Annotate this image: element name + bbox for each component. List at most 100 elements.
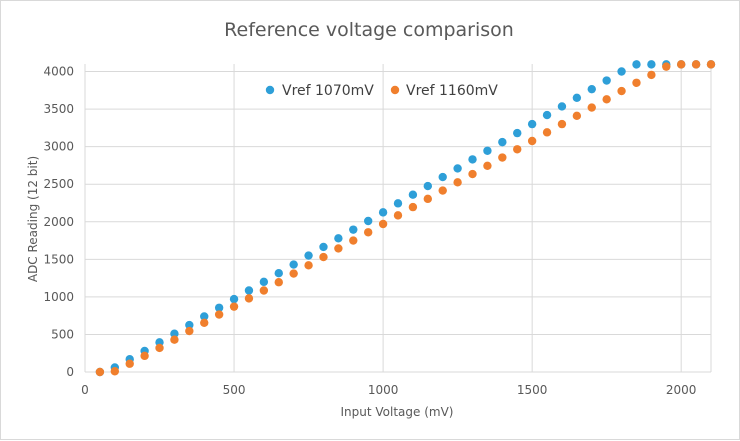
y-tick-label: 1000 [43,290,74,304]
data-point [438,172,447,182]
data-point [572,111,582,121]
data-point [557,119,567,129]
data-point [438,186,447,195]
data-point [408,202,418,212]
data-point [185,326,194,336]
x-axis-label: Input Voltage (mV) [341,405,454,419]
data-point [229,302,239,311]
data-point [587,103,596,112]
data-point [527,136,537,146]
y-tick-label: 0 [66,365,74,379]
gridlines [84,64,712,373]
data-point [259,286,269,295]
data-point [483,146,492,155]
data-point [423,194,433,204]
data-point [408,190,418,199]
y-tick-label: 2500 [43,177,74,191]
data-point [378,208,388,217]
data-point [200,312,209,321]
data-point [557,102,567,111]
data-point [200,318,209,327]
data-point [229,294,239,304]
data-point [319,242,328,252]
x-tick-label: 2000 [666,383,697,397]
legend-label-vref-1070: Vref 1070mV [282,83,374,99]
data-point [617,86,626,96]
data-point [349,225,358,234]
series-vref-1160 [95,60,716,377]
data-point [304,251,313,260]
legend: Vref 1070mV Vref 1160mV [265,83,498,99]
y-tick-label: 3000 [43,140,74,154]
data-point [125,359,134,368]
x-tick-label: 1500 [517,383,548,397]
data-point [304,261,313,270]
data-point [170,329,179,338]
data-point [662,62,671,71]
y-tick-label: 3500 [43,102,74,116]
data-point [647,60,656,69]
data-point [95,367,105,377]
chart-title: Reference voltage comparison [224,19,514,41]
data-point [393,199,403,208]
x-tick-labels: 0 500 1000 1500 2000 [81,383,696,397]
data-point [274,269,283,278]
y-tick-label: 4000 [43,65,74,79]
data-point [542,128,552,137]
data-point [244,286,254,295]
data-point [289,260,298,269]
y-tick-labels: 0 500 1000 1500 2000 2500 3000 3500 4000 [43,65,74,379]
data-point [214,303,224,312]
x-tick-label: 1000 [368,383,399,397]
data-point [289,269,298,278]
data-point [602,95,611,104]
data-point [155,343,164,353]
data-point [498,137,507,147]
data-point [647,70,656,80]
data-point [468,155,477,164]
data-point [617,67,626,76]
legend-label-vref-1160: Vref 1160mV [406,83,498,99]
data-point [587,84,596,94]
legend-marker-vref-1070 [265,85,275,95]
data-point [602,76,611,85]
data-point [691,60,701,69]
data-point [170,335,179,344]
data-point [259,277,269,287]
data-point [334,234,343,243]
data-point [363,228,373,237]
data-point [483,161,492,170]
data-point [632,78,641,87]
y-tick-label: 1500 [43,252,74,266]
data-point [274,278,283,287]
data-point [572,93,582,103]
legend-marker-vref-1160 [390,85,400,95]
data-point [378,219,388,229]
y-tick-label: 500 [51,327,74,341]
data-point [319,252,328,262]
data-point [513,128,522,138]
data-point [110,367,120,376]
data-series [95,60,716,377]
data-point [393,211,403,220]
data-point [363,216,373,226]
y-axis-label: ADC Reading (12 bit) [26,156,40,282]
data-point [185,320,194,330]
data-point [453,178,462,187]
data-point [334,244,343,253]
data-point [542,110,552,120]
data-point [706,60,716,69]
data-point [214,310,224,319]
data-point [468,169,477,179]
data-point [527,119,537,129]
data-point [453,164,462,173]
data-point [513,145,522,154]
data-point [349,236,358,245]
data-point [498,153,507,162]
x-tick-label: 0 [81,383,89,397]
data-point [676,60,686,69]
x-tick-label: 500 [223,383,246,397]
data-point [632,60,641,69]
